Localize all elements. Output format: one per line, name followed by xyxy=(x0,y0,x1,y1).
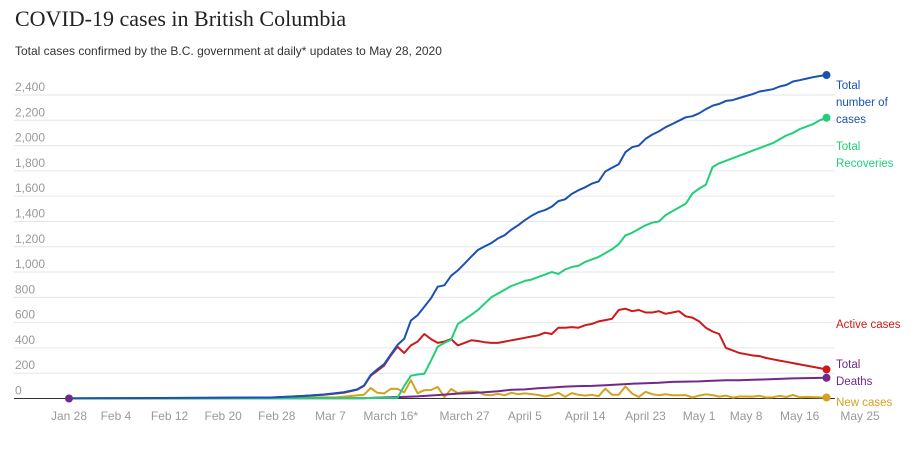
y-tick-label: 400 xyxy=(15,333,35,347)
x-tick-label: Mar 7 xyxy=(315,409,346,423)
y-tick-label: 1,200 xyxy=(15,232,45,246)
y-tick-label: 2,000 xyxy=(15,131,45,145)
y-tick-label: 0 xyxy=(15,384,22,398)
series-start-dot xyxy=(65,394,73,403)
series-end-dot xyxy=(822,113,831,122)
x-tick-label: May 25 xyxy=(840,409,880,423)
series-end-label: Active cases xyxy=(836,319,901,331)
x-axis-ticks: Jan 28 Feb 4 Feb 12 Feb 20 Feb 28 Mar 7 March … xyxy=(51,409,880,423)
series-end-markers xyxy=(65,71,831,403)
chart-title: COVID-19 cases in British Columbia xyxy=(15,6,347,31)
y-tick-label: 1,400 xyxy=(15,206,45,220)
series-end-dot xyxy=(822,365,831,374)
series-end-label: number of xyxy=(836,97,889,109)
x-tick-label: April 23 xyxy=(625,409,666,423)
y-axis-ticks: 0 200 400 600 800 1,000 1,200 1,400 1,600 1,800 2,… xyxy=(15,80,45,398)
series-line xyxy=(68,116,827,400)
x-tick-label: April 5 xyxy=(508,409,542,423)
y-tick-label: 200 xyxy=(15,358,35,372)
y-tick-label: 600 xyxy=(15,308,35,322)
series-end-dot xyxy=(822,373,831,382)
series-lines xyxy=(68,74,827,400)
series-end-label: Total xyxy=(836,80,860,92)
x-tick-label: March 16* xyxy=(363,409,418,423)
y-tick-label: 2,200 xyxy=(15,105,45,119)
series-end-label: Deaths xyxy=(836,376,873,388)
x-tick-label: March 27 xyxy=(439,409,489,423)
series-end-label: Total xyxy=(836,359,860,371)
y-tick-label: 2,400 xyxy=(15,80,45,94)
x-tick-label: April 14 xyxy=(565,409,606,423)
x-tick-label: Jan 28 xyxy=(51,409,87,423)
gridlines xyxy=(14,94,835,399)
series-end-dot xyxy=(822,393,831,402)
x-tick-label: Feb 12 xyxy=(151,409,189,423)
series-line xyxy=(68,376,827,400)
series-end-label: Total xyxy=(836,141,860,153)
series-end-label: Recoveries xyxy=(836,158,894,170)
series-end-labels: Total number of cases Total Recoveries Active… xyxy=(836,80,901,409)
x-tick-label: May 8 xyxy=(730,409,763,423)
series-end-label: New cases xyxy=(836,397,892,409)
x-tick-label: May 16 xyxy=(780,409,820,423)
y-tick-label: 800 xyxy=(15,282,35,296)
y-tick-label: 1,000 xyxy=(15,257,45,271)
series-end-dot xyxy=(822,71,831,80)
x-tick-label: Feb 28 xyxy=(258,409,296,423)
series-end-label: cases xyxy=(836,114,866,126)
series-line xyxy=(68,307,827,400)
y-tick-label: 1,600 xyxy=(15,181,45,195)
series-line xyxy=(68,74,827,400)
x-tick-label: Feb 20 xyxy=(205,409,243,423)
x-tick-label: Feb 4 xyxy=(101,409,132,423)
series-line xyxy=(68,379,827,400)
chart-subtitle: Total cases confirmed by the B.C. govern… xyxy=(15,44,442,58)
y-tick-label: 1,800 xyxy=(15,156,45,170)
x-tick-label: May 1 xyxy=(683,409,716,423)
